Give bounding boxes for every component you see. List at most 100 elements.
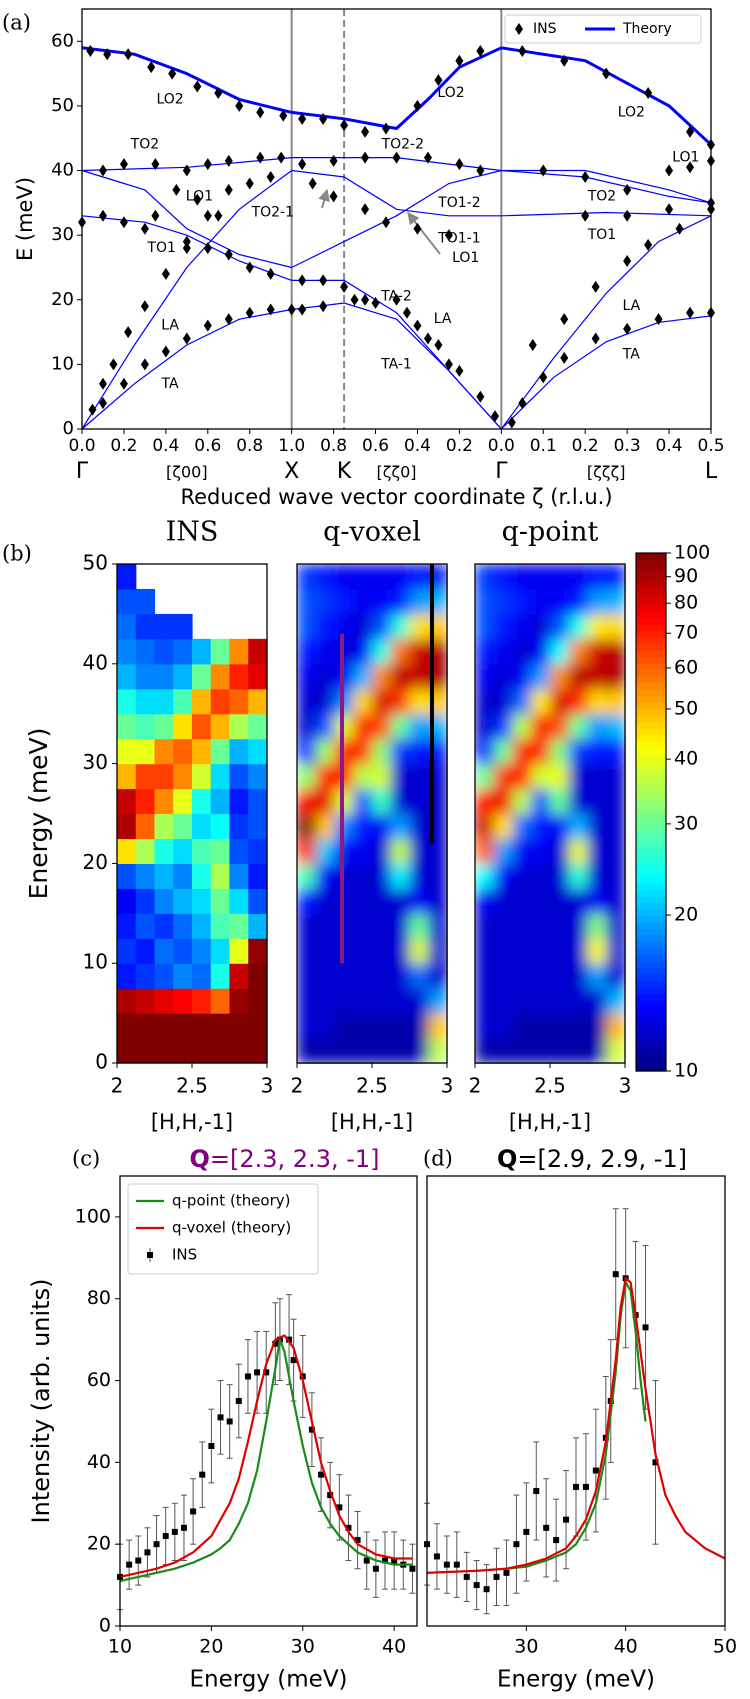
- heatmap-cell: [512, 613, 532, 640]
- heatmap-cell: [606, 638, 626, 665]
- heatmap-cell: [315, 663, 336, 690]
- panel-title: INS: [166, 517, 219, 548]
- heatmap-cell: [550, 938, 570, 964]
- colorbar-tick-label: 90: [674, 565, 698, 587]
- ins-point: [382, 1557, 389, 1564]
- ins-point: [119, 216, 128, 229]
- ins-point: [528, 339, 537, 351]
- heatmap-cell: [512, 564, 532, 590]
- ins-point: [553, 1537, 560, 1544]
- heatmap-cell: [315, 938, 336, 964]
- heatmap-cell: [229, 688, 249, 715]
- plot-frame: [81, 8, 712, 430]
- heatmap-cell: [409, 688, 429, 715]
- y-tick-label: 10: [51, 353, 74, 374]
- heatmap-cell: [117, 588, 137, 615]
- colorbar-tick-label: 100: [674, 542, 710, 564]
- heatmap-cell: [229, 738, 249, 765]
- colorbar-step: [636, 701, 666, 709]
- heatmap-cell: [531, 988, 551, 1014]
- heatmap-cell: [117, 938, 137, 964]
- legend-label: q-point (theory): [172, 1192, 291, 1210]
- heatmap-cell: [297, 888, 317, 914]
- colorbar-tick-label: 20: [674, 904, 698, 926]
- ins-point: [455, 364, 464, 377]
- ins-point: [361, 293, 370, 306]
- ins-point: [286, 1336, 293, 1343]
- heatmap-cell: [550, 813, 570, 840]
- x-tick-label: 0.0: [68, 436, 95, 456]
- ins-point: [161, 345, 170, 358]
- ins-point: [290, 1357, 297, 1364]
- heatmap-cell: [372, 788, 392, 815]
- x-axis-title: Energy (meV): [497, 1667, 655, 1693]
- x-tick-label: 0.0: [488, 436, 515, 456]
- heatmap-cell: [117, 663, 137, 690]
- heatmap-cell: [409, 613, 429, 640]
- heatmap-cell: [297, 963, 317, 989]
- ins-point: [473, 1582, 480, 1589]
- heatmap-cell: [550, 913, 570, 939]
- x-tick-label: 30: [291, 1636, 315, 1658]
- x-tick-label: 0.6: [362, 436, 389, 456]
- heatmap-cell: [531, 938, 551, 964]
- heatmap-cell: [353, 913, 373, 939]
- heatmap-cell: [229, 938, 249, 964]
- heatmap-cell: [135, 713, 156, 740]
- heatmap-cell: [606, 863, 626, 889]
- heatmap-cell: [173, 888, 193, 914]
- heatmap-cell: [493, 588, 514, 615]
- ins-point: [135, 1557, 142, 1564]
- ins-point: [119, 377, 128, 390]
- heatmap-cell: [297, 738, 317, 765]
- x-tick-label: 2: [469, 1074, 482, 1098]
- heatmap-cell: [334, 838, 354, 864]
- branch-label: TO2: [587, 188, 616, 204]
- direction-label: [ζ00]: [166, 463, 208, 482]
- heatmap-cell: [248, 913, 268, 939]
- ins-point: [623, 322, 632, 335]
- heatmap-cell: [135, 788, 156, 815]
- heatmap-cell: [297, 588, 317, 615]
- heatmap-cell: [173, 913, 193, 939]
- branch-label: LO2: [156, 91, 183, 107]
- colorbar-step: [636, 1058, 666, 1066]
- ins-point: [140, 300, 149, 313]
- ins-point: [182, 332, 191, 345]
- plot-frame: [426, 1175, 726, 1627]
- colorbar-step: [636, 973, 666, 981]
- heatmap-cell: [493, 1013, 514, 1039]
- heatmap-cell: [229, 988, 249, 1014]
- heatmap-cell: [493, 863, 514, 889]
- heatmap-cell: [248, 788, 268, 815]
- heatmap-cell: [606, 564, 626, 590]
- ins-point: [361, 125, 370, 138]
- heatmap-cell: [154, 1013, 174, 1039]
- title-text: =[2.9, 2.9, -1]: [517, 1145, 687, 1173]
- ins-point: [88, 403, 97, 416]
- heatmap-cell: [353, 888, 373, 914]
- colorbar-step: [636, 1025, 666, 1033]
- ins-point: [434, 74, 443, 87]
- colorbar-step: [636, 766, 666, 774]
- heatmap-cell: [587, 938, 607, 964]
- heatmap-cell: [606, 838, 626, 864]
- colorbar-step: [636, 902, 666, 910]
- ins-point: [686, 306, 695, 319]
- heatmap-cell: [531, 613, 551, 640]
- y-tick-label: 50: [51, 95, 74, 116]
- heatmap-cell: [315, 988, 336, 1014]
- ins-point: [363, 1557, 370, 1564]
- heatmap-cell: [315, 713, 336, 740]
- heatmap-cell: [334, 588, 354, 615]
- heatmap-cell: [606, 888, 626, 914]
- heatmap-cell: [353, 813, 373, 840]
- heatmap-cell: [587, 813, 607, 840]
- ins-point: [644, 238, 653, 251]
- heatmap-cell: [154, 813, 174, 840]
- heatmap-cell: [229, 863, 249, 889]
- ins-point: [560, 313, 569, 326]
- heatmap-cell: [531, 838, 551, 864]
- theory-line: [291, 157, 502, 172]
